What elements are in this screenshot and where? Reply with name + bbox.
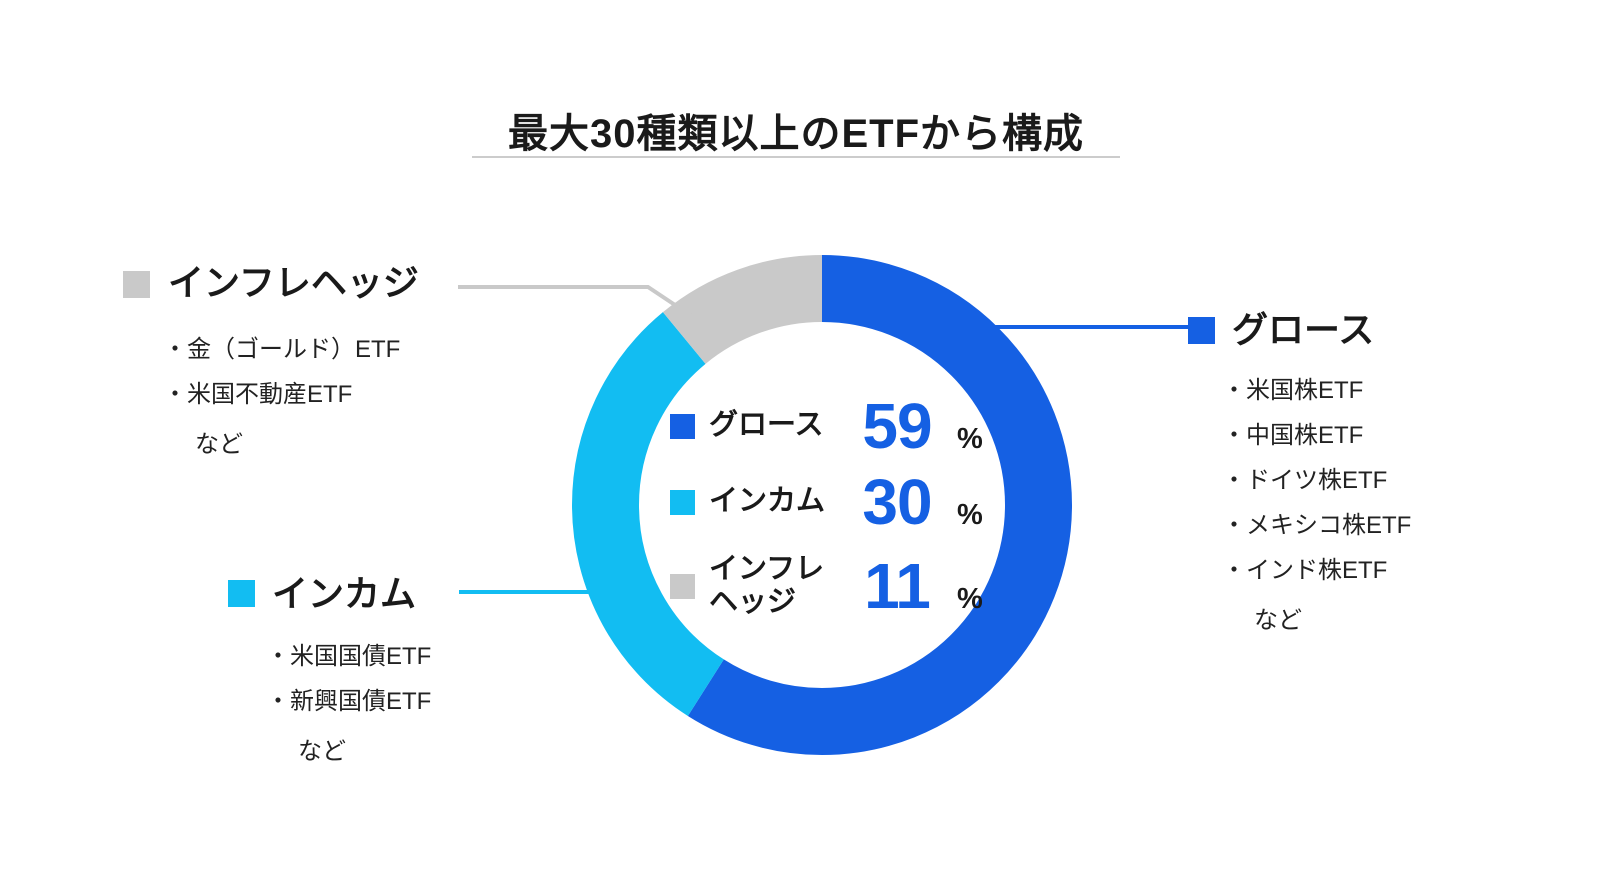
growth-percent-unit: % <box>957 423 983 455</box>
income-swatch-icon <box>670 489 695 515</box>
hedge-callout-swatch-icon <box>123 271 150 298</box>
donut-center-legend: グロース 59 % インカム 30 % インフレヘッジ 11 % <box>670 388 990 632</box>
legend-row-hedge: インフレヘッジ 11 % <box>670 540 990 632</box>
legend-value-growth: 59 % <box>845 390 983 462</box>
etc-label: など <box>1254 607 1302 634</box>
income-percent-value: 30 <box>862 466 932 538</box>
list-item: ・中国株ETF <box>1222 422 1364 449</box>
donut-segment-インフレヘッジ <box>572 255 1072 755</box>
title-underline <box>472 156 1120 158</box>
growth-swatch-icon <box>670 413 695 439</box>
hedge-callout-list: ・金（ゴールド）ETF ・米国不動産ETF など <box>163 327 400 467</box>
legend-value-income: 30 % <box>845 466 983 538</box>
list-item: ・新興国債ETF <box>266 688 432 715</box>
income-callout-title: インカム <box>272 573 417 614</box>
list-item: ・メキシコ株ETF <box>1222 512 1412 539</box>
list-item: ・金（ゴールド）ETF <box>163 336 401 363</box>
growth-percent-value: 59 <box>862 390 932 462</box>
legend-row-growth: グロース 59 % <box>670 388 990 464</box>
page-title: 最大30種類以上のETFから構成 <box>507 111 1085 156</box>
legend-value-hedge: 11 % <box>845 554 983 618</box>
legend-label-income: インカム <box>709 485 826 518</box>
legend-label-hedge: インフレヘッジ <box>709 552 825 618</box>
hedge-percent-value: 11 <box>864 550 931 622</box>
hedge-percent-unit: % <box>957 583 983 615</box>
legend-row-income: インカム 30 % <box>670 464 990 540</box>
list-item: ・インド株ETF <box>1222 557 1388 584</box>
legend-label-growth: グロース <box>709 409 824 442</box>
donut-segment-インカム <box>572 255 1072 755</box>
growth-callout-title: グロース <box>1232 309 1375 350</box>
growth-callout-swatch-icon <box>1188 317 1215 344</box>
etc-label: など <box>195 431 243 458</box>
list-item: ・米国不動産ETF <box>163 381 353 408</box>
etc-label: など <box>298 738 346 765</box>
list-item: ・ドイツ株ETF <box>1222 467 1388 494</box>
list-item: ・米国国債ETF <box>266 643 432 670</box>
donut-chart <box>572 255 1072 755</box>
list-item: ・米国株ETF <box>1222 377 1364 404</box>
hedge-callout-title: インフレヘッジ <box>168 262 419 303</box>
growth-callout-list: ・米国株ETF ・中国株ETF ・ドイツ株ETF ・メキシコ株ETF ・インド株… <box>1222 368 1411 643</box>
income-callout-swatch-icon <box>228 580 255 607</box>
income-callout-list: ・米国国債ETF ・新興国債ETF など <box>266 634 431 774</box>
income-percent-unit: % <box>957 499 983 531</box>
hedge-swatch-icon <box>670 573 695 599</box>
